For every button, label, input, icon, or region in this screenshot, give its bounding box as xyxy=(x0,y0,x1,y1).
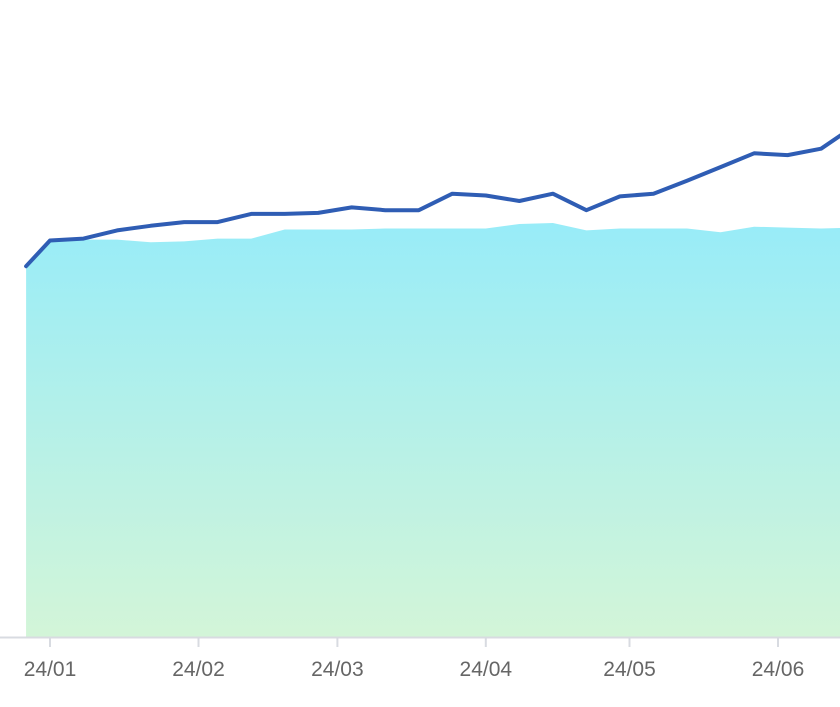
x-tick-label: 24/03 xyxy=(311,658,364,681)
area-series-layer xyxy=(26,223,840,637)
line-series xyxy=(24,133,840,269)
area-series xyxy=(26,223,840,637)
x-tick-label: 24/04 xyxy=(460,658,513,681)
x-tick-label: 24/06 xyxy=(752,658,805,681)
line-series-layer xyxy=(24,133,840,269)
x-tick-label: 24/01 xyxy=(24,658,77,681)
x-tick-label: 24/02 xyxy=(172,658,225,681)
x-tick-label: 24/05 xyxy=(603,658,656,681)
x-axis: 24/01 24/02 24/03 24/04 24/05 24/06 xyxy=(0,636,840,681)
